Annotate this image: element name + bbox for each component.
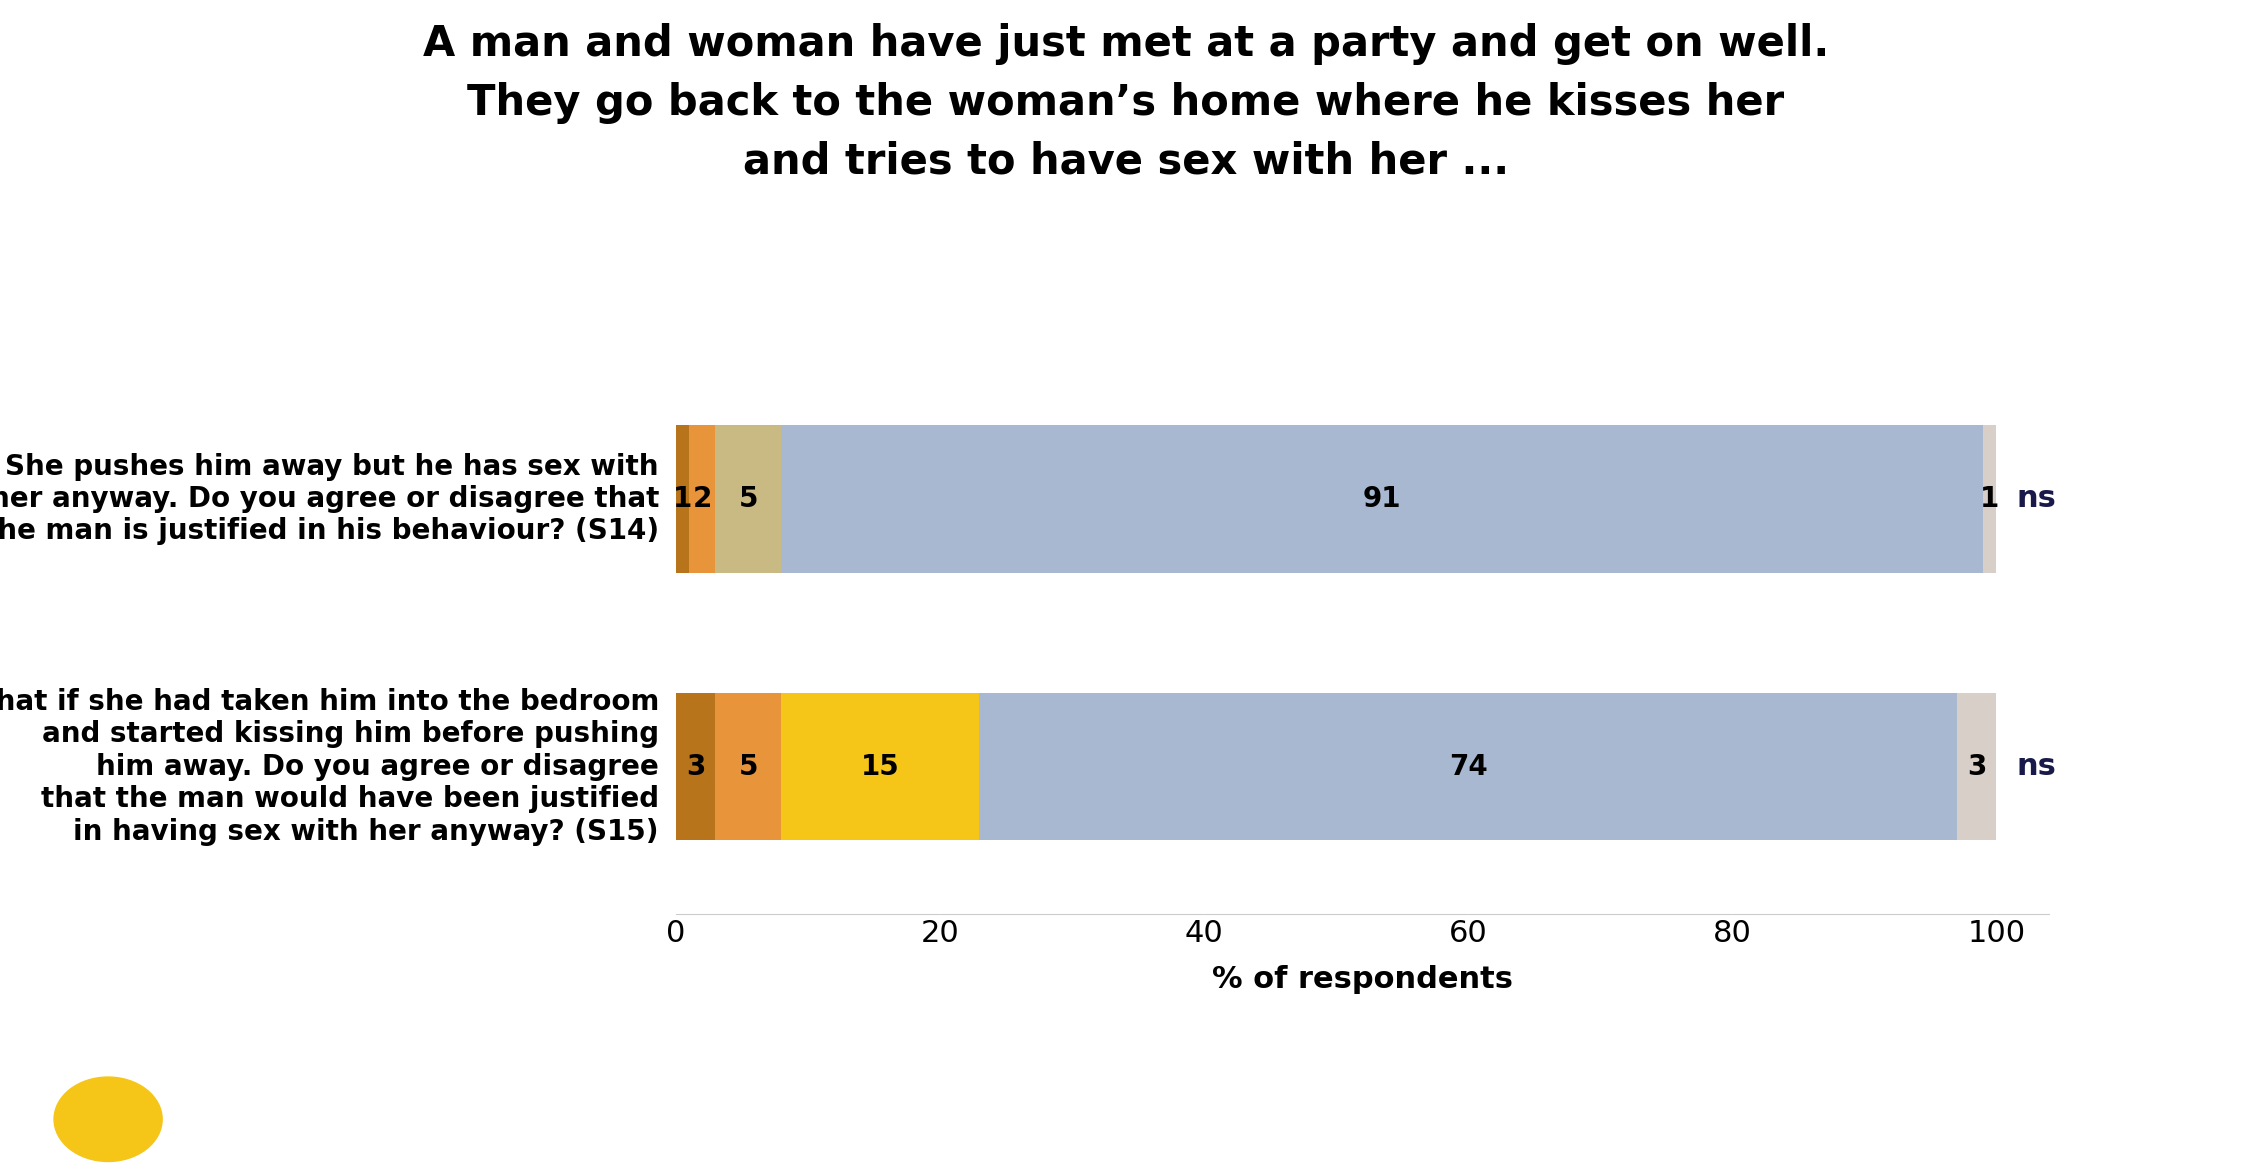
Text: A man and woman have just met at a party and get on well.
They go back to the wo: A man and woman have just met at a party… — [423, 23, 1829, 183]
Text: 3: 3 — [1966, 752, 1986, 781]
X-axis label: % of respondents: % of respondents — [1212, 965, 1513, 994]
Text: ns: ns — [2016, 752, 2056, 782]
Text: 2: 2 — [691, 485, 712, 513]
Text: 3: 3 — [685, 752, 705, 781]
Bar — [716, 425, 781, 573]
Text: 91: 91 — [1362, 485, 1401, 513]
Text: 15: 15 — [860, 752, 901, 781]
Bar — [980, 693, 1957, 840]
Bar — [716, 693, 781, 840]
Bar — [676, 693, 716, 840]
Text: 5: 5 — [739, 752, 759, 781]
Bar — [1957, 693, 1998, 840]
Bar — [676, 425, 689, 573]
Text: ns: ns — [2016, 484, 2056, 513]
Bar — [1984, 425, 1998, 573]
Bar — [781, 693, 980, 840]
Bar — [689, 425, 716, 573]
Text: 74: 74 — [1448, 752, 1489, 781]
Text: 5: 5 — [739, 485, 759, 513]
Text: 1: 1 — [673, 485, 691, 513]
Text: 1: 1 — [1980, 485, 2000, 513]
Bar — [781, 425, 1984, 573]
